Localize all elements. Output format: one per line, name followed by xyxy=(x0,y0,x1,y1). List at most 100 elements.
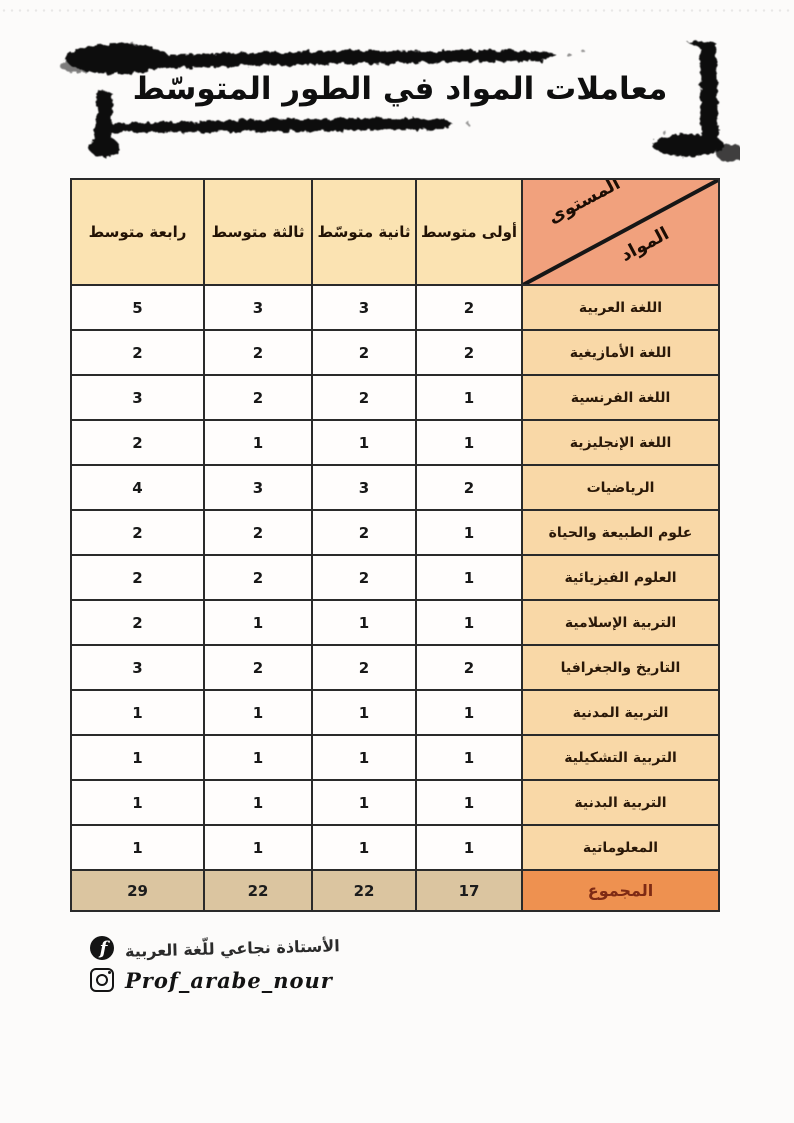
coefficient-cell: 1 xyxy=(311,779,417,826)
coefficient-cell: 2 xyxy=(203,644,313,691)
coefficient-cell: 1 xyxy=(203,689,313,736)
facebook-icon[interactable]: f xyxy=(90,936,114,960)
table-row: اللغة العربية 2 3 3 5 xyxy=(70,284,720,331)
coefficient-cell: 2 xyxy=(311,509,417,556)
level-header-1: أولى متوسط xyxy=(415,178,523,286)
coefficient-cell: 3 xyxy=(203,284,313,331)
total-label-cell: المجموع xyxy=(521,869,720,912)
coefficient-cell: 2 xyxy=(415,464,523,511)
coefficient-cell: 3 xyxy=(70,644,205,691)
coefficient-cell: 1 xyxy=(203,734,313,781)
coefficient-cell: 1 xyxy=(311,419,417,466)
subject-cell: علوم الطبيعة والحياة xyxy=(521,509,720,556)
subject-cell: العلوم الفيزيائية xyxy=(521,554,720,601)
table-row: اللغة الفرنسية 1 2 2 3 xyxy=(70,374,720,421)
coefficient-cell: 1 xyxy=(311,599,417,646)
halftone-artifact xyxy=(0,7,794,16)
coefficient-cell: 1 xyxy=(415,554,523,601)
footer: f الأستاذة نجاعي للّغة العربية Prof_arab… xyxy=(90,932,340,996)
coefficient-cell: 3 xyxy=(203,464,313,511)
instagram-icon[interactable] xyxy=(90,968,114,992)
total-value-cell: 17 xyxy=(415,869,523,912)
coefficient-cell: 2 xyxy=(203,554,313,601)
total-value-cell: 29 xyxy=(70,869,205,912)
coefficient-cell: 3 xyxy=(311,284,417,331)
coefficient-cell: 1 xyxy=(70,734,205,781)
coefficient-cell: 1 xyxy=(311,689,417,736)
coefficient-cell: 1 xyxy=(203,824,313,871)
subject-cell: اللغة الفرنسية xyxy=(521,374,720,421)
table-row: علوم الطبيعة والحياة 1 2 2 2 xyxy=(70,509,720,556)
coefficient-cell: 2 xyxy=(311,554,417,601)
diagonal-divider xyxy=(524,181,717,283)
table-row: التربية البدنية 1 1 1 1 xyxy=(70,779,720,826)
title-banner: معاملات المواد في الطور المتوسّط xyxy=(40,28,740,168)
coefficient-cell: 2 xyxy=(203,374,313,421)
table-row: الرياضيات 2 3 3 4 xyxy=(70,464,720,511)
instagram-row: Prof_arabe_nour xyxy=(90,964,340,996)
coefficients-table: المستوى المواد أولى متوسط ثانية متوسّط ث… xyxy=(70,178,720,912)
instagram-handle[interactable]: Prof_arabe_nour xyxy=(125,967,333,993)
facebook-row: f الأستاذة نجاعي للّغة العربية xyxy=(90,932,340,964)
subject-cell: التربية التشكيلية xyxy=(521,734,720,781)
table-row: التربية المدنية 1 1 1 1 xyxy=(70,689,720,736)
coefficient-cell: 2 xyxy=(415,284,523,331)
subject-cell: التربية البدنية xyxy=(521,779,720,826)
coefficient-cell: 2 xyxy=(70,329,205,376)
coefficient-cell: 1 xyxy=(415,734,523,781)
coefficient-cell: 1 xyxy=(415,824,523,871)
table-row: التاريخ والجغرافيا 2 2 2 3 xyxy=(70,644,720,691)
coefficient-cell: 1 xyxy=(415,599,523,646)
brush-frame-decoration xyxy=(60,41,740,162)
coefficient-cell: 2 xyxy=(311,374,417,421)
coefficient-cell: 2 xyxy=(415,329,523,376)
coefficient-cell: 2 xyxy=(70,554,205,601)
coefficient-cell: 2 xyxy=(203,329,313,376)
coefficient-cell: 1 xyxy=(311,734,417,781)
table-row: المعلوماتية 1 1 1 1 xyxy=(70,824,720,871)
coefficient-cell: 2 xyxy=(203,509,313,556)
table-row: التربية التشكيلية 1 1 1 1 xyxy=(70,734,720,781)
subject-cell: التربية الإسلامية xyxy=(521,599,720,646)
coefficient-cell: 2 xyxy=(311,329,417,376)
coefficient-cell: 1 xyxy=(415,374,523,421)
coefficient-cell: 1 xyxy=(70,779,205,826)
coefficient-cell: 1 xyxy=(311,824,417,871)
coefficient-cell: 1 xyxy=(203,779,313,826)
coefficient-cell: 1 xyxy=(415,779,523,826)
subject-cell: اللغة الإنجليزية xyxy=(521,419,720,466)
coefficient-cell: 1 xyxy=(70,689,205,736)
coefficient-cell: 2 xyxy=(70,419,205,466)
coefficient-cell: 1 xyxy=(70,824,205,871)
coefficient-cell: 1 xyxy=(203,599,313,646)
corner-header-cell: المستوى المواد xyxy=(521,178,720,286)
coefficient-cell: 1 xyxy=(415,419,523,466)
facebook-page-name[interactable]: الأستاذة نجاعي للّغة العربية xyxy=(124,935,340,961)
coefficient-cell: 3 xyxy=(311,464,417,511)
coefficient-cell: 3 xyxy=(70,374,205,421)
subject-cell: المعلوماتية xyxy=(521,824,720,871)
table-header-row: المستوى المواد أولى متوسط ثانية متوسّط ث… xyxy=(70,178,720,286)
subject-cell: اللغة العربية xyxy=(521,284,720,331)
coefficient-cell: 1 xyxy=(415,509,523,556)
table-row: اللغة الإنجليزية 1 1 1 2 xyxy=(70,419,720,466)
subject-cell: اللغة الأمازيغية xyxy=(521,329,720,376)
coefficient-cell: 5 xyxy=(70,284,205,331)
table-row: التربية الإسلامية 1 1 1 2 xyxy=(70,599,720,646)
level-header-4: رابعة متوسط xyxy=(70,178,205,286)
table-row: اللغة الأمازيغية 2 2 2 2 xyxy=(70,329,720,376)
coefficient-cell: 2 xyxy=(70,599,205,646)
coefficient-cell: 4 xyxy=(70,464,205,511)
coefficient-cell: 2 xyxy=(311,644,417,691)
level-header-3: ثالثة متوسط xyxy=(203,178,313,286)
coefficient-cell: 2 xyxy=(415,644,523,691)
level-header-2: ثانية متوسّط xyxy=(311,178,417,286)
page-title: معاملات المواد في الطور المتوسّط xyxy=(132,71,668,107)
total-row: المجموع 17 22 22 29 xyxy=(70,869,720,912)
subject-cell: التربية المدنية xyxy=(521,689,720,736)
coefficient-cell: 1 xyxy=(415,689,523,736)
table-body: اللغة العربية 2 3 3 5 اللغة الأمازيغية 2… xyxy=(70,284,720,871)
subject-cell: الرياضيات xyxy=(521,464,720,511)
table-row: العلوم الفيزيائية 1 2 2 2 xyxy=(70,554,720,601)
